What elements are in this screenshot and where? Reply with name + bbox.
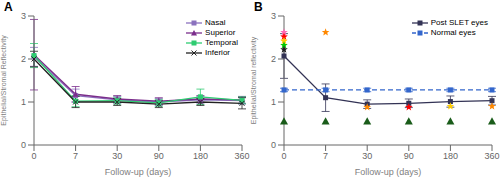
svg-text:Epithelial/Stromal reflectivit: Epithelial/Stromal reflectivity [250, 36, 258, 124]
svg-text:2: 2 [271, 54, 276, 64]
html-text:Superior: Superior [205, 28, 236, 37]
svg-text:180: 180 [443, 151, 458, 161]
html-text:Temporal: Temporal [205, 38, 238, 47]
html-text:Normal eyes: Normal eyes [430, 28, 476, 37]
svg-text:7: 7 [73, 151, 78, 161]
html-text:Inferior: Inferior [205, 48, 230, 57]
svg-text:7: 7 [323, 151, 328, 161]
svg-text:0: 0 [281, 151, 286, 161]
html-text:B: B [254, 0, 263, 14]
svg-text:Follow-up (days): Follow-up (days) [105, 167, 172, 177]
html-text:Nasal: Nasal [205, 18, 226, 27]
svg-text:1: 1 [271, 97, 276, 107]
svg-text:360: 360 [234, 151, 249, 161]
svg-text:30: 30 [112, 151, 122, 161]
svg-text:Epithelial/Stromal Reflectivit: Epithelial/Stromal Reflectivity [8, 35, 9, 126]
html-text:A: A [4, 0, 13, 14]
html-text:Post SLET eyes: Post SLET eyes [430, 18, 488, 27]
svg-text:0: 0 [271, 140, 276, 150]
svg-text:30: 30 [362, 151, 372, 161]
svg-text:Follow-up (days): Follow-up (days) [355, 167, 422, 177]
svg-text:3: 3 [21, 11, 26, 21]
svg-text:90: 90 [404, 151, 414, 161]
svg-text:3: 3 [271, 11, 276, 21]
svg-text:1: 1 [21, 97, 26, 107]
svg-text:0: 0 [31, 151, 36, 161]
svg-text:90: 90 [154, 151, 164, 161]
svg-text:2: 2 [21, 54, 26, 64]
svg-text:180: 180 [193, 151, 208, 161]
svg-text:360: 360 [484, 151, 492, 161]
svg-text:0: 0 [21, 140, 26, 150]
